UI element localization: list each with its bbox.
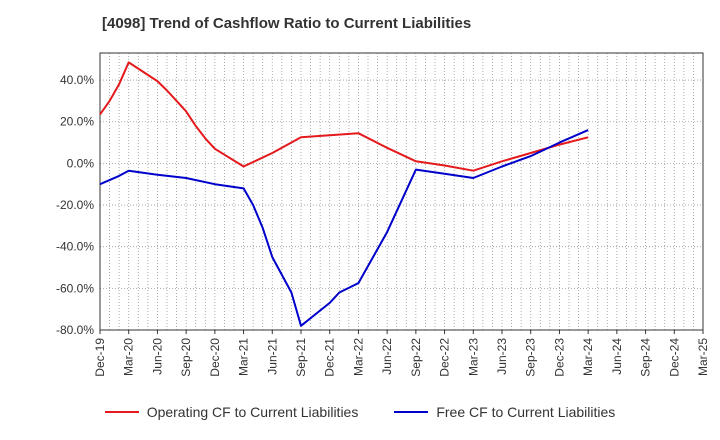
y-tick-label: -20.0% — [56, 198, 94, 212]
x-tick-label: Sep-24 — [639, 338, 653, 377]
plot-area — [100, 53, 703, 330]
x-tick-label: Dec-19 — [93, 338, 107, 377]
plot-border — [99, 52, 704, 331]
legend-swatch-operating-cf — [104, 411, 139, 413]
legend-item-operating-cf: Operating CF to Current Liabilities — [104, 404, 359, 420]
x-tick-label: Dec-24 — [667, 338, 681, 377]
y-tick-label: -40.0% — [56, 240, 94, 254]
y-tick-label: 40.0% — [60, 73, 94, 87]
x-tick-label: Jun-20 — [150, 338, 164, 375]
chart-title: [4098] Trend of Cashflow Ratio to Curren… — [102, 15, 472, 32]
y-tick-label: 20.0% — [60, 115, 94, 129]
legend-item-free-cf: Free CF to Current Liabilities — [394, 404, 615, 420]
legend-swatch-free-cf — [394, 411, 429, 413]
x-tick-label: Sep-20 — [179, 338, 193, 377]
y-tick-label: -60.0% — [56, 281, 94, 295]
x-tick-label: Mar-23 — [466, 338, 480, 376]
x-tick-label: Dec-23 — [552, 338, 566, 377]
x-tick-label: Jun-24 — [610, 338, 624, 375]
x-tick-label: Mar-22 — [351, 338, 365, 376]
y-tick-label: -80.0% — [56, 323, 94, 337]
x-tick-label: Sep-23 — [524, 338, 538, 377]
legend-label-operating-cf: Operating CF to Current Liabilities — [146, 404, 359, 420]
x-tick-label: Jun-22 — [380, 338, 394, 375]
x-tick-label: Dec-22 — [438, 338, 452, 377]
series-line-free-cf — [99, 129, 589, 327]
legend: Operating CF to Current Liabilities Free… — [0, 404, 720, 420]
series-line-operating-cf — [99, 61, 589, 172]
x-tick-label: Dec-20 — [208, 338, 222, 377]
x-tick-label: Sep-22 — [409, 338, 423, 377]
x-tick-label: Jun-23 — [495, 338, 509, 375]
x-tick-label: Mar-25 — [696, 338, 710, 376]
x-tick-label: Mar-20 — [122, 338, 136, 376]
x-tick-label: Mar-21 — [237, 338, 251, 376]
x-tick-label: Dec-21 — [323, 338, 337, 377]
x-tick-label: Mar-24 — [581, 338, 595, 376]
x-tick-label: Jun-21 — [265, 338, 279, 375]
y-tick-label: 0.0% — [67, 156, 95, 170]
legend-label-free-cf: Free CF to Current Liabilities — [436, 404, 616, 420]
x-tick-label: Sep-21 — [294, 338, 308, 377]
